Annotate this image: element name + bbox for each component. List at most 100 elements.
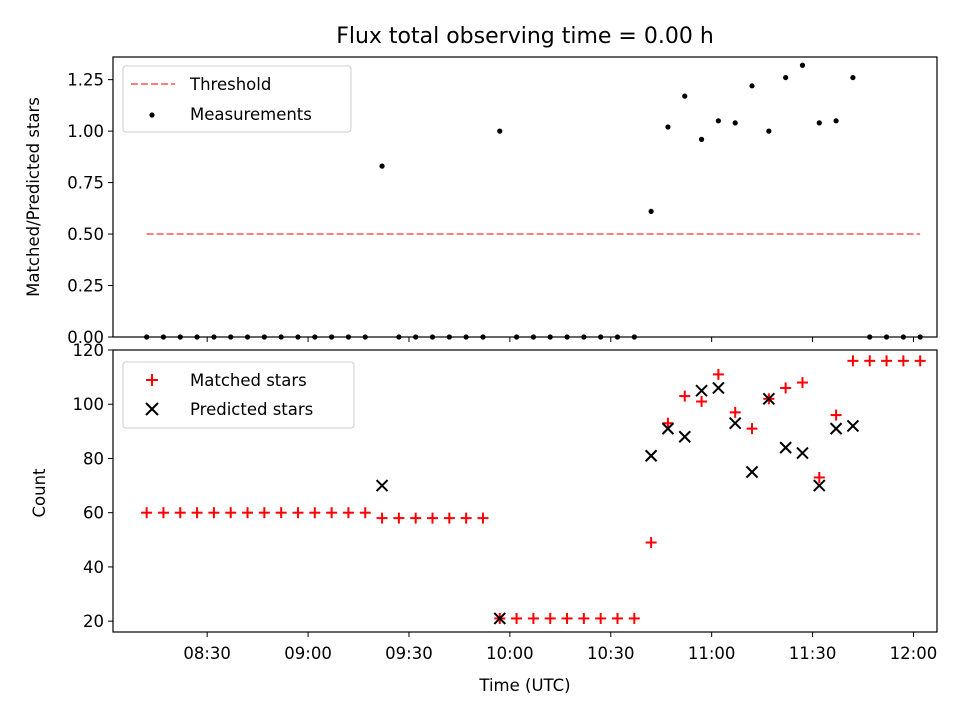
top-chart-title: Flux total observing time = 0.00 h — [336, 24, 714, 49]
bottom-y-axis: 20 40 60 80 100 120 — [73, 341, 113, 631]
top-x-axis — [206, 337, 914, 342]
matched-star-point — [645, 537, 657, 549]
top-y-tick-label: 0.50 — [67, 225, 104, 244]
bottom-y-tick-label: 20 — [83, 612, 104, 631]
matched-star-point — [326, 507, 338, 519]
measurement-point — [799, 62, 806, 68]
bottom-y-tick-label: 120 — [73, 341, 105, 360]
measurement-point — [766, 128, 772, 134]
top-axes-frame — [112, 56, 938, 338]
measurement-point — [379, 163, 385, 169]
matched-star-point — [191, 507, 203, 519]
matched-star-point — [897, 355, 909, 367]
predicted-star-point — [695, 384, 708, 397]
matched-star-point — [864, 355, 876, 367]
bottom-x-tick-label: 10:30 — [587, 644, 635, 663]
measurement-point — [497, 128, 503, 134]
bottom-x-axis-label: Time (UTC) — [478, 676, 570, 695]
matched-star-point — [544, 612, 556, 624]
top-legend: Threshold Measurements — [122, 65, 352, 133]
measurement-point — [698, 136, 705, 142]
matched-star-point — [712, 368, 724, 380]
bottom-panel: 20 40 60 80 100 120 08:30 09:00 09:30 10:00 10:30… — [30, 341, 938, 695]
matched-star-point — [376, 512, 388, 524]
predicted-star-point — [712, 381, 725, 395]
bottom-x-tick-label: 10:00 — [486, 644, 534, 663]
matched-star-point — [292, 507, 304, 519]
measurement-point — [850, 74, 856, 81]
bottom-x-tick-label: 12:00 — [890, 644, 938, 663]
measurement-point — [833, 118, 839, 124]
matched-star-point — [477, 512, 489, 524]
matched-star-point — [242, 507, 254, 519]
matched-star-point — [443, 512, 455, 524]
bottom-x-tick-label: 11:00 — [688, 644, 736, 663]
predicted-star-point — [375, 479, 389, 492]
matched-star-point — [157, 507, 169, 519]
matched-star-point — [679, 390, 691, 402]
predicted-star-point — [661, 422, 675, 435]
bottom-x-tick-label: 11:30 — [789, 644, 837, 663]
bottom-legend: Matched stars Predicted stars — [122, 361, 355, 429]
matched-star-point — [427, 512, 439, 524]
predicted-star-point — [813, 479, 826, 492]
legend-measurements-swatch — [149, 112, 155, 118]
predicted-star-point — [728, 417, 742, 430]
matched-star-point — [359, 507, 371, 519]
legend-measurements-label: Measurements — [190, 105, 312, 124]
top-y-axis-label: Matched/Predicted stars — [24, 97, 43, 297]
top-y-tick-label: 1.00 — [67, 122, 104, 141]
top-panel: Flux total observing time = 0.00 h 0.000… — [24, 24, 938, 347]
predicted-star-point — [493, 612, 506, 625]
legend-predicted-swatch — [145, 402, 159, 416]
matched-star-point — [595, 612, 607, 624]
matched-star-point — [511, 612, 523, 624]
predicted-star-point — [829, 422, 843, 435]
matched-star-point — [847, 355, 859, 367]
matched-star-point — [914, 355, 926, 367]
measurement-point — [816, 120, 822, 126]
measurement-point — [682, 93, 688, 99]
matched-star-point — [410, 512, 422, 524]
top-y-tick-label: 0.75 — [67, 174, 104, 193]
top-y-tick-label: 1.25 — [67, 71, 104, 90]
bottom-x-tick-label: 08:30 — [183, 644, 231, 663]
matched-star-point — [258, 507, 270, 519]
top-y-tick-label: 0.00 — [67, 328, 104, 347]
matched-star-point — [393, 512, 405, 524]
bottom-y-tick-label: 60 — [83, 504, 104, 523]
predicted-star-point — [846, 419, 860, 433]
legend-predicted-label: Predicted stars — [190, 400, 313, 419]
matched-star-point — [881, 355, 893, 367]
matched-star-point — [611, 612, 623, 624]
matched-star-point — [729, 406, 741, 418]
matched-star-point — [141, 507, 153, 519]
matched-star-point — [460, 512, 472, 524]
bottom-x-tick-label: 09:30 — [385, 644, 433, 663]
predicted-star-point — [678, 430, 691, 443]
top-legend-box — [122, 65, 352, 133]
top-y-tick-label: 0.25 — [67, 277, 104, 296]
top-y-axis: 0.00 0.25 0.50 0.75 1.00 1.25 — [67, 71, 113, 347]
bottom-x-axis: 08:30 09:00 09:30 10:00 10:30 11:00 11:30 12:00 — [183, 632, 937, 663]
bottom-x-tick-label: 09:00 — [284, 644, 332, 663]
legend-matched-label: Matched stars — [190, 371, 307, 390]
matched-star-point — [780, 382, 792, 394]
predicted-star-point — [779, 441, 792, 454]
bottom-legend-box — [122, 361, 355, 429]
measurement-point — [732, 120, 738, 126]
bottom-y-tick-label: 80 — [83, 449, 104, 468]
measurement-point — [648, 208, 654, 215]
matched-star-point — [813, 471, 825, 483]
matched-star-point — [628, 612, 640, 624]
predicted-star-point — [796, 446, 809, 460]
matched-star-point — [662, 417, 674, 429]
predicted-star-point — [762, 392, 776, 406]
matched-star-point — [830, 409, 842, 421]
measurement-point — [715, 118, 721, 124]
predicted-star-point — [745, 465, 759, 479]
matched-star-point — [225, 507, 237, 519]
matched-star-point — [578, 612, 590, 624]
matched-star-point — [561, 612, 573, 624]
matched-star-point — [696, 396, 708, 408]
